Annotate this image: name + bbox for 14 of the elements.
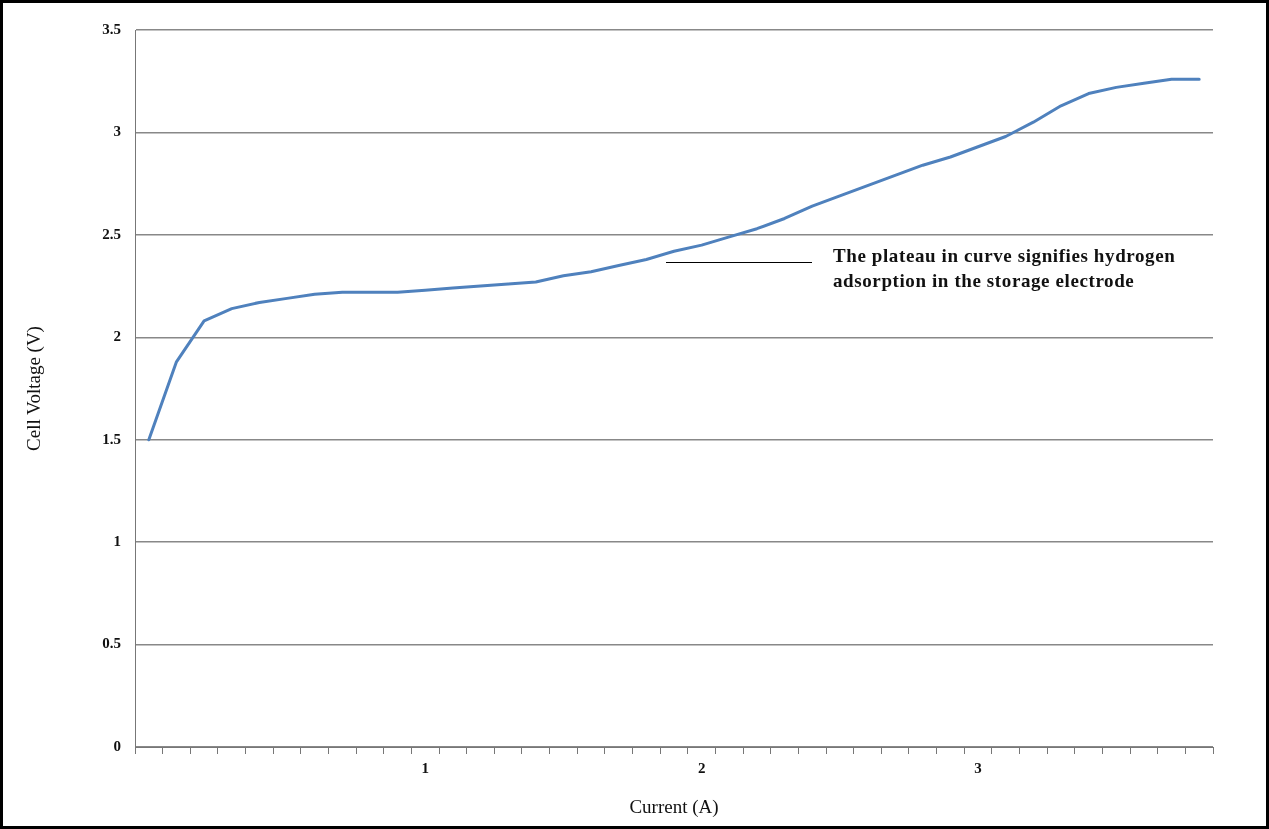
- y-axis-title: Cell Voltage (V): [23, 326, 46, 451]
- x-tick-label: 1: [421, 759, 429, 776]
- annotation: The plateau in curve signifies hydrogen adsorption in the storage electrode: [833, 244, 1177, 293]
- y-tick-label: 1: [113, 533, 121, 550]
- y-tick-label: 3: [113, 123, 121, 140]
- y-tick-label: 0: [113, 737, 121, 754]
- y-tick-label: 0.5: [102, 635, 121, 652]
- y-tick-label: 2.5: [102, 225, 121, 242]
- x-axis-title: Current (A): [629, 795, 719, 818]
- y-tick-label: 2: [113, 328, 121, 345]
- y-tick-label: 3.5: [102, 20, 121, 37]
- y-tick-label: 1.5: [102, 430, 121, 447]
- x-tick-label: 2: [697, 759, 706, 776]
- x-tick-label: 3: [974, 759, 982, 776]
